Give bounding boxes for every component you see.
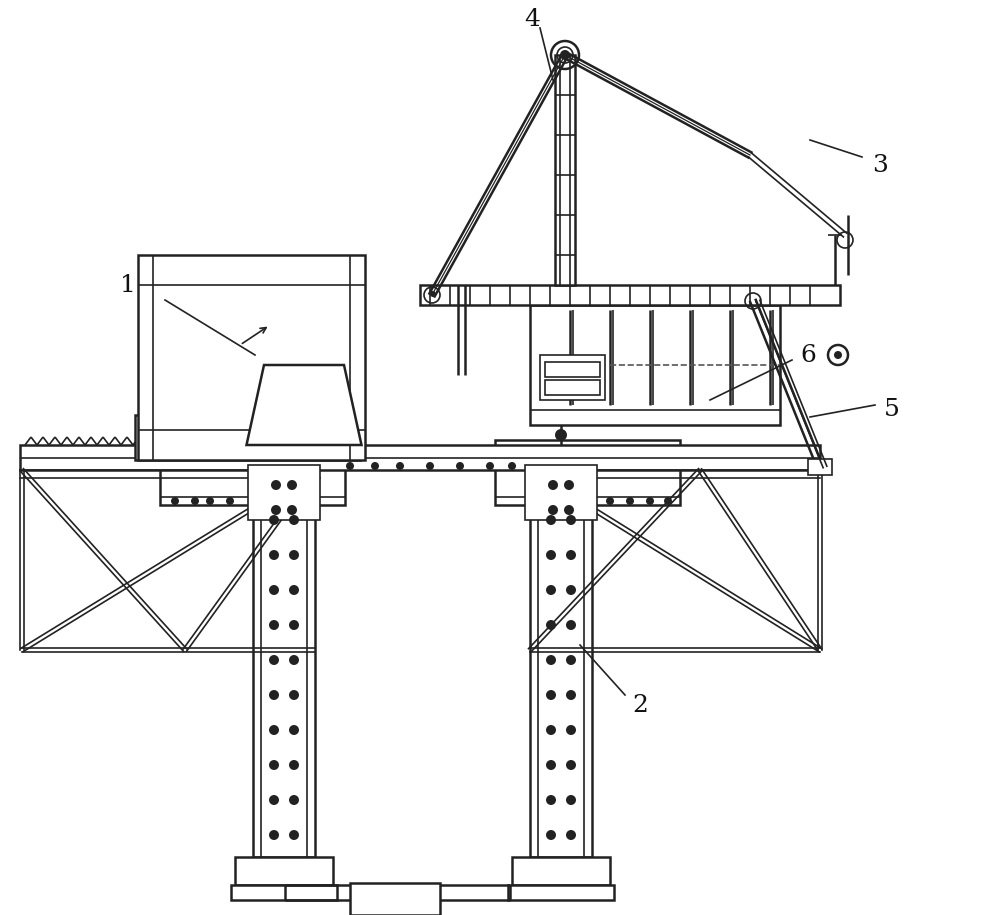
Circle shape xyxy=(271,480,281,490)
Circle shape xyxy=(566,690,576,700)
Bar xyxy=(495,440,680,505)
Circle shape xyxy=(646,497,654,505)
Text: 3: 3 xyxy=(872,154,888,177)
Circle shape xyxy=(289,550,299,560)
Bar xyxy=(508,885,614,900)
Circle shape xyxy=(289,690,299,700)
Circle shape xyxy=(430,291,436,297)
Circle shape xyxy=(546,830,556,840)
Bar xyxy=(545,380,600,395)
Bar xyxy=(138,255,365,460)
Bar xyxy=(253,460,315,857)
Circle shape xyxy=(566,830,576,840)
Circle shape xyxy=(456,462,464,470)
Bar xyxy=(555,55,575,285)
Circle shape xyxy=(606,497,614,505)
Circle shape xyxy=(289,725,299,735)
Bar xyxy=(235,857,333,885)
Bar xyxy=(808,459,832,475)
Bar xyxy=(512,857,610,885)
Circle shape xyxy=(546,690,556,700)
Circle shape xyxy=(269,830,279,840)
Circle shape xyxy=(289,655,299,665)
Circle shape xyxy=(269,725,279,735)
Circle shape xyxy=(486,462,494,470)
Circle shape xyxy=(548,480,558,490)
Circle shape xyxy=(566,725,576,735)
Circle shape xyxy=(564,480,574,490)
Circle shape xyxy=(564,505,574,515)
Bar xyxy=(248,465,320,520)
Circle shape xyxy=(560,50,570,60)
Circle shape xyxy=(548,505,558,515)
Text: 4: 4 xyxy=(524,8,540,31)
Circle shape xyxy=(566,655,576,665)
Circle shape xyxy=(269,690,279,700)
Text: 6: 6 xyxy=(800,343,816,367)
Circle shape xyxy=(289,585,299,595)
Circle shape xyxy=(546,795,556,805)
Circle shape xyxy=(371,462,379,470)
Bar xyxy=(420,285,840,305)
Circle shape xyxy=(566,760,576,770)
Circle shape xyxy=(566,620,576,630)
Circle shape xyxy=(626,497,634,505)
Circle shape xyxy=(191,497,199,505)
Bar xyxy=(350,883,440,915)
Bar xyxy=(540,355,605,400)
Circle shape xyxy=(271,505,281,515)
Text: 1: 1 xyxy=(120,274,136,296)
Circle shape xyxy=(546,725,556,735)
Bar xyxy=(530,460,592,857)
Circle shape xyxy=(346,462,354,470)
Circle shape xyxy=(226,497,234,505)
Bar xyxy=(20,445,820,470)
Circle shape xyxy=(206,497,214,505)
Circle shape xyxy=(566,550,576,560)
Circle shape xyxy=(546,585,556,595)
Circle shape xyxy=(269,620,279,630)
Circle shape xyxy=(287,505,297,515)
Circle shape xyxy=(566,585,576,595)
Bar xyxy=(160,440,345,505)
Text: 2: 2 xyxy=(632,694,648,716)
Circle shape xyxy=(546,760,556,770)
Circle shape xyxy=(289,515,299,525)
Circle shape xyxy=(269,760,279,770)
Circle shape xyxy=(546,515,556,525)
Bar xyxy=(545,362,600,377)
Circle shape xyxy=(546,550,556,560)
Circle shape xyxy=(269,655,279,665)
Circle shape xyxy=(269,795,279,805)
Bar xyxy=(135,415,360,460)
Circle shape xyxy=(289,830,299,840)
Circle shape xyxy=(289,760,299,770)
Circle shape xyxy=(269,585,279,595)
Bar xyxy=(231,885,337,900)
Bar xyxy=(525,465,597,520)
Circle shape xyxy=(508,462,516,470)
Circle shape xyxy=(289,620,299,630)
Circle shape xyxy=(546,655,556,665)
Circle shape xyxy=(396,462,404,470)
Circle shape xyxy=(566,515,576,525)
Circle shape xyxy=(546,620,556,630)
Text: 5: 5 xyxy=(884,399,900,422)
Circle shape xyxy=(269,515,279,525)
Circle shape xyxy=(426,462,434,470)
Circle shape xyxy=(269,550,279,560)
Circle shape xyxy=(289,795,299,805)
Bar xyxy=(530,305,780,425)
Polygon shape xyxy=(246,365,362,445)
Circle shape xyxy=(566,795,576,805)
Circle shape xyxy=(171,497,179,505)
Circle shape xyxy=(287,480,297,490)
Circle shape xyxy=(555,429,567,441)
Circle shape xyxy=(834,351,842,359)
Circle shape xyxy=(664,497,672,505)
